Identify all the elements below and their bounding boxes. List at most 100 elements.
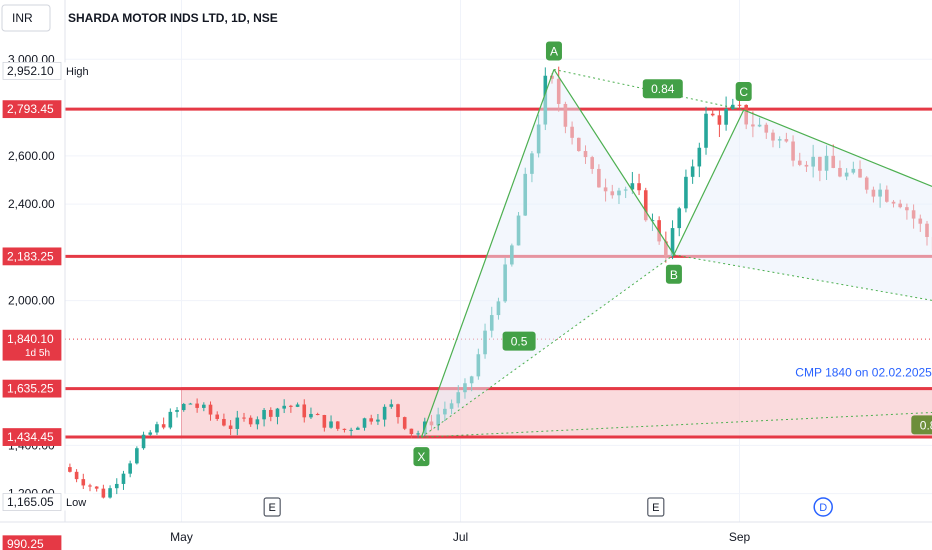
event-markers[interactable]: EEDEE [263, 497, 932, 517]
candle-body [74, 471, 79, 480]
candle-body [724, 108, 728, 125]
price-badge-bg [2, 493, 62, 511]
point-label-x: X [417, 450, 425, 464]
candle-body [108, 488, 112, 498]
candle-body [175, 410, 179, 412]
candle-body [148, 432, 153, 435]
candle-body [155, 424, 159, 433]
ratio-label-bg [502, 331, 536, 351]
pattern-ratio-line [553, 68, 744, 111]
candle-body [376, 419, 380, 422]
x-tick-label: Jul [453, 530, 468, 544]
x-tick-label: Sep [729, 530, 751, 544]
candle-body [135, 448, 139, 464]
annotation-text: CMP 1840 on 02.02.2025 [795, 366, 932, 380]
candle-body [188, 403, 193, 405]
earnings-marker: E [652, 502, 659, 514]
candle-body [416, 433, 420, 435]
price-badge-label: 1,635.25 [7, 382, 54, 396]
point-label-bg-c[interactable] [735, 81, 752, 101]
price-badge-timer: 1d 5h [25, 348, 50, 359]
candle-body [389, 404, 394, 407]
currency-label: INR [12, 11, 33, 25]
candle-body [349, 429, 353, 431]
point-label-bg-a[interactable] [545, 41, 562, 61]
point-label-bg-x[interactable] [413, 447, 430, 467]
candle-body [315, 413, 320, 416]
candle-body [168, 411, 173, 428]
candle-body [208, 404, 213, 415]
candle-body [382, 406, 387, 420]
candle-body [684, 176, 688, 209]
extreme-tag: Low [66, 497, 86, 509]
harmonic-pattern[interactable]: XABCD0.50.841.9190.886 [413, 41, 932, 467]
candle-body [657, 220, 661, 242]
x-axis-bg [0, 522, 932, 550]
price-badge-bg [2, 100, 62, 119]
candle-body [262, 409, 266, 420]
point-label-c: C [739, 85, 748, 99]
candle-body [282, 405, 286, 409]
point-label-bg-b[interactable] [665, 264, 682, 284]
earnings-marker: E [269, 502, 276, 514]
price-badge-label: 2,793.45 [7, 102, 54, 116]
point-label-b: B [670, 268, 678, 282]
candle-body [409, 428, 414, 435]
extreme-tag: High [66, 66, 89, 78]
candle-body [677, 208, 682, 229]
price-badge-bg [2, 61, 62, 80]
candle-body [704, 113, 708, 148]
price-badge-label: 2,183.25 [7, 249, 54, 263]
pattern-ratio-line [421, 254, 675, 438]
currency-box[interactable] [1, 4, 51, 32]
candle-body [128, 463, 132, 474]
price-badge-label: 990.25 [7, 537, 44, 550]
y-tick-label: 2,600.00 [8, 149, 55, 163]
extreme-tag-bg [62, 62, 100, 80]
candle-body [228, 425, 233, 429]
candle-body [342, 428, 347, 430]
candle-body [737, 104, 742, 106]
candle-body [356, 427, 360, 430]
price-badge-bg [2, 428, 62, 446]
candle-body [396, 404, 400, 418]
candle-body [637, 183, 641, 191]
annotations: target 2target 1CMP 1840 on 02.02.2025PR… [795, 366, 932, 380]
price-badge-label: 2,952.10 [7, 64, 54, 78]
point-label-a: A [550, 44, 558, 58]
pattern-fill-xab [421, 69, 674, 438]
pattern-fill-bcd [673, 109, 932, 301]
ratio-label-bg [642, 79, 683, 99]
ratio-label: 0.886 [920, 418, 932, 432]
price-badge-bg [2, 247, 62, 266]
candle-body [114, 483, 119, 489]
x-tick-label: May [170, 530, 193, 544]
ratio-label-bg [911, 415, 932, 435]
candle-body [215, 414, 220, 419]
candle-body [268, 409, 273, 417]
candle-body [697, 147, 702, 167]
candle-body [670, 228, 675, 257]
candle-body [181, 403, 186, 411]
candle-body [161, 424, 166, 428]
candle-body [302, 404, 307, 418]
candle-body [402, 417, 407, 429]
ratio-label: 0.84 [651, 82, 675, 96]
candle-body [255, 419, 260, 425]
dividend-marker-bg[interactable] [813, 497, 833, 517]
candle-body [94, 486, 99, 489]
earnings-marker-bg[interactable] [647, 497, 665, 517]
chart-header: INR SHARDA MOTOR INDS LTD, 1D, NSE [1, 4, 278, 32]
candle-body [643, 190, 648, 221]
candle-body [202, 404, 206, 408]
price-badge-bg [2, 329, 62, 361]
earnings-marker-bg[interactable] [263, 497, 281, 517]
candle-body [101, 488, 106, 498]
candle-body [717, 115, 722, 125]
candle-body [121, 473, 126, 484]
candle-body [275, 408, 280, 417]
candle-body [222, 418, 226, 426]
pattern-leg [420, 69, 555, 438]
